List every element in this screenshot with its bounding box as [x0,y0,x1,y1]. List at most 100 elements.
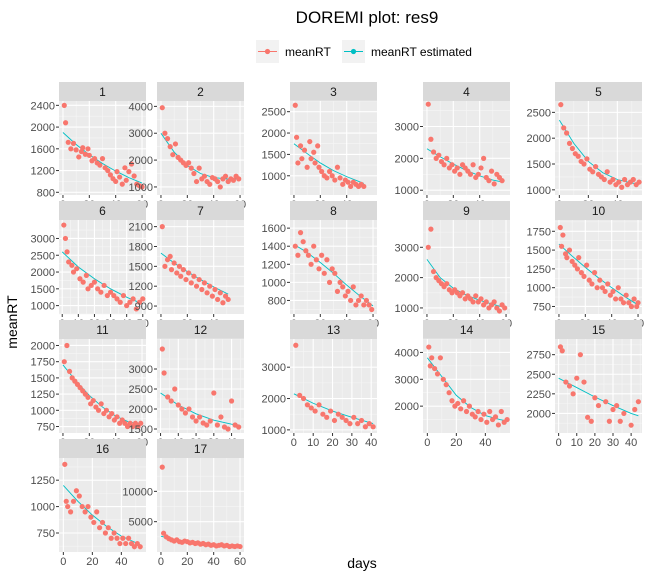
meanrt-point [437,355,443,361]
meanrt-point [113,178,119,185]
meanrt-point [616,179,622,185]
meanrt-point [63,498,69,504]
meanrt-point [172,141,179,147]
meanrt-point [558,243,565,249]
meanrt-point [293,342,299,348]
meanrt-point [563,379,569,385]
meanrt-point [174,270,180,276]
meanrt-point [114,414,120,420]
facet-panel-16: 16 0 20 40 750 1000 1250 [31,439,146,568]
facet-strip-label-13: 13 [327,323,341,337]
y-tick-label: 1000 [262,277,286,289]
y-tick-label: 2500 [262,107,286,119]
meanrt-point [345,288,351,294]
meanrt-point [428,136,434,142]
meanrt-point [201,173,208,179]
meanrt-point [457,171,463,177]
meanrt-point [230,177,237,183]
meanrt-point [68,146,74,152]
meanrt-point [324,175,330,181]
meanrt-point [444,281,450,287]
y-tick-label: 2000 [31,340,55,352]
legend-label-meanrt: meanRT [285,45,331,59]
meanrt-point [348,183,354,190]
meanrt-point [581,379,587,385]
meanrt-point [478,416,484,423]
meanrt-point [66,368,73,375]
meanrt-point [217,290,223,296]
y-tick-label: 2000 [527,408,551,420]
facet-strip-label-9: 9 [463,204,470,218]
y-tick-label: 2000 [129,404,153,416]
panel-marks-2 [159,105,242,190]
meanrt-point [126,535,132,541]
meanrt-point [610,288,616,295]
meanrt-point [91,279,98,285]
meanrt-point [597,277,603,283]
y-tick-label: 2000 [527,133,551,145]
meanrt-point [593,163,599,170]
y-tick-label: 1000 [527,185,551,197]
meanrt-point [619,184,625,190]
meanrt-point [559,348,565,354]
facet-panel-15: 15 0 10 20 30 40 2000 2250 2500 2750 [527,320,642,449]
panel-marks-9 [425,226,508,314]
meanrt-point [77,276,83,282]
meanrt-point [91,519,97,526]
meanrt-point [168,267,175,273]
meanrt-point [574,266,581,272]
facet-strip-label-17: 17 [194,442,208,456]
meanrt-point [295,160,301,166]
meanrt-point [614,402,620,409]
meanrt-point [564,130,570,136]
y-tick-label: 2000 [31,122,55,134]
facet-panel-8: 802040608001000120014001600 [262,201,379,330]
facet-strip-label-4: 4 [463,85,470,99]
meanrt-point [475,408,481,415]
meanrt-point [328,408,334,414]
meanrt-point [369,306,375,313]
meanrt-point [618,296,624,302]
y-tick-label: 750 [37,528,55,540]
meanrt-point [427,363,433,369]
y-tick-label: 2400 [31,100,55,112]
facet-strip-3 [290,82,377,101]
meanrt-point [449,162,455,168]
meanrt-point [430,149,437,155]
legend-key-point-meanrt-estimated [350,48,357,55]
x-tick-label: 20 [86,556,98,568]
panel-marks-13 [293,342,376,430]
meanrt-point [222,173,229,179]
meanrt-point [300,395,307,402]
meanrt-point [76,493,82,499]
y-tick-label: 2000 [129,155,153,167]
meanrt-point [342,293,348,299]
y-tick-label: 1500 [527,159,551,171]
meanrt-point [196,165,202,171]
x-tick-label: 40 [365,437,377,449]
meanrt-point [610,176,616,183]
meanrt-point [66,259,72,265]
meanrt-point [558,102,564,108]
meanrt-point [425,101,431,107]
meanrt-point [498,408,504,415]
meanrt-point [186,270,192,276]
y-tick-label: 1600 [31,144,55,156]
meanrt-point [615,285,621,291]
meanrt-point [370,424,376,430]
meanrt-point [171,260,177,266]
meanrt-point [499,178,505,184]
x-tick-label: 30 [607,437,619,449]
meanrt-point [207,283,213,289]
meanrt-point [191,273,197,279]
meanrt-point [188,280,194,286]
meanrt-point [236,176,242,182]
meanrt-point [592,395,598,401]
meanrt-point [114,169,120,175]
meanrt-point [176,263,183,269]
meanrt-point [334,164,341,170]
meanrt-point [315,143,321,149]
meanrt-point [236,424,242,430]
meanrt-point [120,292,127,299]
panel-marks-11 [61,342,144,430]
